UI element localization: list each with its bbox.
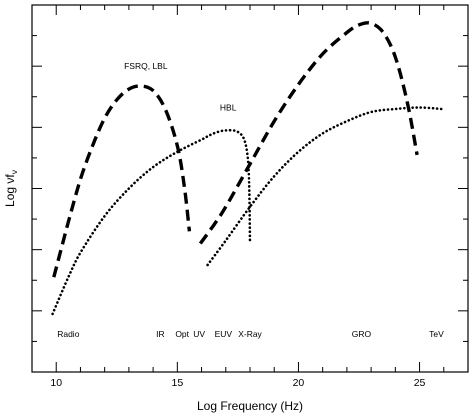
band-label: TeV [429, 329, 444, 339]
curve-label: HBL [220, 103, 237, 113]
band-label: EUV [215, 329, 233, 339]
curve-label: FSRQ, LBL [124, 61, 168, 71]
band-label: X-Ray [238, 329, 262, 339]
y-axis-title-subscript: ν [9, 170, 19, 174]
band-label: UV [193, 329, 205, 339]
x-tick-label: 20 [293, 377, 305, 389]
series-hbl-segment-2 [206, 106, 443, 267]
series-fsrq-lbl-segment-2 [198, 21, 419, 245]
series-fsrq-lbl-segment-1 [52, 84, 192, 278]
x-axis-title: Log Frequency (Hz) [197, 399, 303, 413]
band-label: Opt [175, 329, 189, 339]
x-tick-label: 10 [50, 377, 62, 389]
y-axis-title: Log νfν [3, 170, 19, 207]
series-hbl-segment-1 [51, 128, 252, 316]
band-label: Radio [57, 329, 79, 339]
band-label: IR [156, 329, 165, 339]
x-tick-label: 25 [414, 377, 426, 389]
band-label: GRO [352, 329, 372, 339]
x-tick-label: 15 [171, 377, 183, 389]
plot-area: 10 15 20 25 Radio IR Opt UV EUV X-Ray GRO TeV FSRQ, … [31, 4, 469, 389]
y-axis-title-main: Log νf [3, 174, 17, 207]
